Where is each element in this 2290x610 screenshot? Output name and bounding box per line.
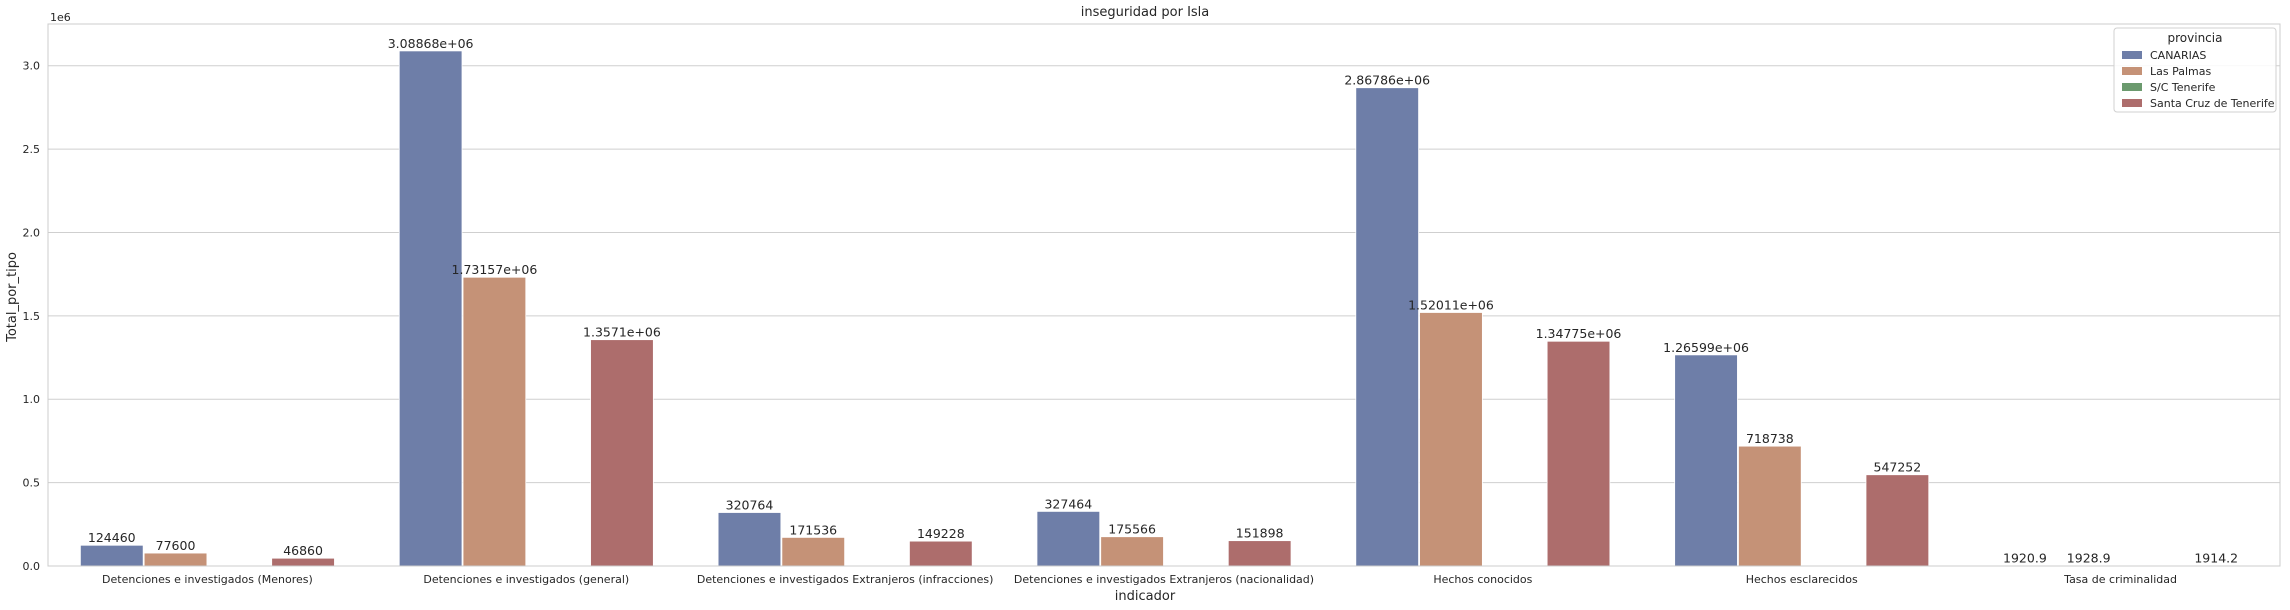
y-tick-label: 1.0 <box>23 393 41 406</box>
plot-frame <box>47 23 2281 567</box>
bar <box>1738 445 1802 567</box>
x-tick-label: Detenciones e investigados Extranjeros (… <box>697 573 994 586</box>
bar-value-label: 124460 <box>88 530 136 545</box>
bar-value-label: 171536 <box>789 522 837 537</box>
bar <box>781 536 846 567</box>
y-tick-label: 2.5 <box>23 143 41 156</box>
chart-title: inseguridad por Isla <box>1081 5 1210 20</box>
bar <box>1227 540 1292 567</box>
bar <box>398 50 463 567</box>
legend-entry: Las Palmas <box>2150 65 2211 78</box>
y-tick-label: 3.0 <box>23 60 41 73</box>
x-tick-label: Detenciones e investigados (general) <box>423 573 629 586</box>
bar <box>1100 536 1164 567</box>
bar-value-label: 320764 <box>726 498 774 513</box>
legend-swatch <box>2122 83 2142 91</box>
bar <box>1546 340 1611 567</box>
bar <box>1674 354 1738 567</box>
bar-value-label: 3.08868e+06 <box>388 36 474 51</box>
bar <box>1036 510 1101 567</box>
bar-value-label: 1920.9 <box>2003 551 2047 566</box>
legend-title: provincia <box>2168 31 2223 45</box>
bar <box>1865 474 1930 567</box>
bar-value-label: 149228 <box>917 526 965 541</box>
x-axis-label: indicador <box>1115 589 1176 604</box>
bar-value-label: 1.3571e+06 <box>583 325 661 340</box>
legend-box <box>2113 27 2277 113</box>
legend-swatch <box>2122 51 2142 59</box>
bar <box>909 540 973 567</box>
bar-value-label: 1.52011e+06 <box>1408 297 1494 312</box>
bar <box>79 544 144 567</box>
x-tick-label: Detenciones e investigados (Menores) <box>102 573 313 586</box>
axes: 0.0 0.5 1.0 1.5 2.0 2.5 3.0 Detenciones e inves… <box>23 23 2281 586</box>
bar-value-label: 77600 <box>156 538 196 553</box>
bar-value-label: 1.73157e+06 <box>452 262 538 277</box>
y-tick-label: 0.0 <box>23 560 41 573</box>
bar-value-label: 46860 <box>283 543 323 558</box>
legend-entry: S/C Tenerife <box>2150 81 2216 94</box>
x-tick-label: Hechos esclarecidos <box>1746 573 1858 586</box>
bar-value-label: 327464 <box>1044 496 1092 511</box>
bar <box>1419 312 1483 567</box>
bar-value-label: 1.34775e+06 <box>1536 326 1622 341</box>
bar-value-label: 151898 <box>1236 526 1284 541</box>
bar-labels: 124460 77600 46860 3.08868e+06 1.73157e+06 1.… <box>88 36 2238 566</box>
bar-value-label: 547252 <box>1874 460 1922 475</box>
bars <box>79 50 2249 567</box>
y-tick-label: 2.0 <box>23 226 41 239</box>
bar-value-label: 1928.9 <box>2067 551 2111 566</box>
bar <box>1355 87 1419 567</box>
x-tick-label: Detenciones e investigados Extranjeros (… <box>1014 573 1314 586</box>
bar-value-label: 2.86786e+06 <box>1344 73 1430 88</box>
legend-entry: CANARIAS <box>2150 49 2206 62</box>
legend: provincia CANARIAS Las Palmas S/C Tenerife S… <box>2113 27 2277 113</box>
y-axis-offset-text: 1e6 <box>50 11 71 24</box>
x-tick-label: Tasa de criminalidad <box>2063 573 2177 586</box>
bar <box>143 552 208 567</box>
y-tick-label: 0.5 <box>23 477 41 490</box>
y-axis-label: Total_por_tipo <box>5 252 20 343</box>
bar-value-label: 175566 <box>1108 522 1156 537</box>
legend-swatch <box>2122 67 2142 75</box>
bar-value-label: 1914.2 <box>2194 551 2238 566</box>
x-tick-label: Hechos conocidos <box>1433 573 1532 586</box>
bar <box>271 557 335 567</box>
bar-value-label: 718738 <box>1746 431 1794 446</box>
bar <box>462 276 527 567</box>
bar-value-label: 1.26599e+06 <box>1663 340 1749 355</box>
legend-swatch <box>2122 99 2142 107</box>
bar <box>717 512 782 567</box>
legend-entry: Santa Cruz de Tenerife <box>2150 97 2275 110</box>
bar <box>590 339 654 567</box>
y-tick-label: 1.5 <box>23 310 41 323</box>
